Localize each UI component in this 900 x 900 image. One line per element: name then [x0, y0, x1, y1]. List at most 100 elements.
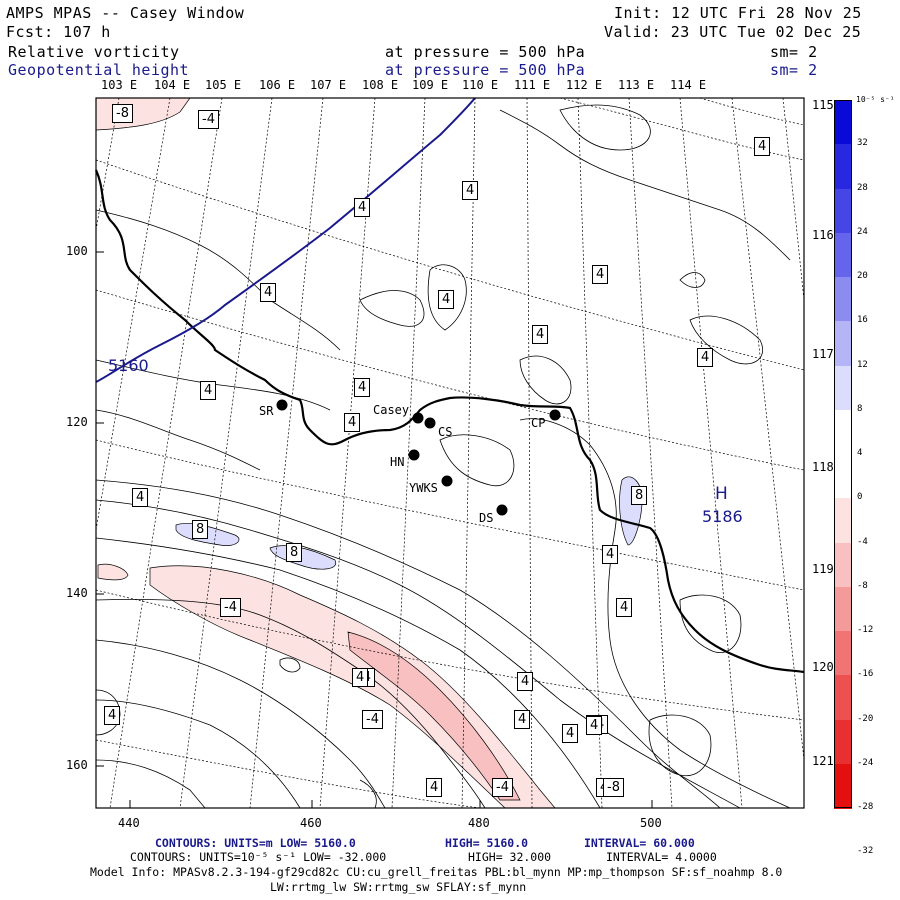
- colorbar-label: 8: [857, 403, 863, 414]
- contour-value-label: 4: [532, 325, 549, 344]
- footer-vort-high: HIGH= 32.000: [468, 850, 552, 864]
- colorbar-swatch: [834, 365, 852, 411]
- contour-value-label: 4: [514, 710, 531, 729]
- contour-value-label: 4: [616, 598, 633, 617]
- colorbar-label: -8: [857, 580, 868, 591]
- init-time: Init: 12 UTC Fri 28 Nov 25: [614, 4, 862, 22]
- colorbar-label: -16: [857, 669, 874, 680]
- contour-value-label: 4: [426, 778, 443, 797]
- longitude-label: 114 E: [670, 78, 707, 92]
- station-label-casey: Casey: [373, 403, 410, 417]
- contour-value-label: 4: [697, 348, 714, 367]
- colorbar-label: 0: [857, 492, 863, 503]
- colorbar-swatch: [834, 188, 852, 234]
- longitude-label: 106 E: [259, 78, 296, 92]
- field1-smoothing: sm= 2: [770, 43, 818, 61]
- contour-value-label: 4: [462, 181, 479, 200]
- contour-value-label: 4: [354, 198, 371, 217]
- contour-value-label: 8: [286, 543, 303, 562]
- contour-value-label: 4: [260, 283, 277, 302]
- station-markers: [276, 399, 561, 516]
- station-label-hn: HN: [390, 455, 405, 469]
- colorbar-swatch: [834, 321, 852, 366]
- y-tick-100: 100: [66, 244, 88, 258]
- longitude-label: 108 E: [362, 78, 399, 92]
- station-dot-casey: [412, 412, 424, 424]
- contour-value-label: 4: [344, 413, 361, 432]
- station-label-sr: SR: [259, 404, 274, 418]
- colorbar-label: 28: [857, 182, 868, 193]
- colorbar-frame: [834, 100, 852, 808]
- colorbar-swatch: [834, 719, 852, 765]
- colorbar-swatch: [834, 675, 852, 720]
- station-dot-sr: [276, 399, 288, 411]
- colorbar-label: 32: [857, 138, 868, 149]
- contour-value-label: 4: [200, 381, 217, 400]
- colorbar-swatch: [834, 542, 852, 588]
- colorbar-label: 16: [857, 315, 868, 326]
- footer-height-high: HIGH= 5160.0: [445, 836, 529, 850]
- field2-name: Geopotential height: [8, 61, 190, 79]
- colorbar-swatch: [834, 277, 852, 322]
- x-tick-440: 440: [118, 816, 140, 830]
- contour-value-label: 4: [517, 672, 534, 691]
- contour-value-label: 4: [354, 378, 371, 397]
- meridian-lines: [95, 97, 805, 809]
- colorbar-label: 20: [857, 271, 868, 281]
- colorbar-label: -4: [857, 536, 868, 547]
- contour-value-label: 4: [562, 724, 579, 743]
- contour-value-label: -4: [220, 598, 241, 617]
- forecast-hour: Fcst: 107 h: [6, 23, 111, 41]
- vorticity-contours: [95, 104, 791, 809]
- longitude-label: 107 E: [310, 78, 347, 92]
- contour-value-label: 8: [631, 486, 648, 505]
- axis-ticks: [96, 251, 653, 808]
- height-contour-label: 5160: [108, 356, 149, 375]
- y-tick-160: 160: [66, 758, 88, 772]
- contour-value-label: 4: [104, 706, 121, 725]
- station-dot-ds: [496, 504, 508, 516]
- contour-value-label: 4: [586, 716, 603, 735]
- contour-value-label: 4: [438, 290, 455, 309]
- footer-vort-interval: INTERVAL= 4.0000: [606, 850, 717, 864]
- contour-value-label: -8: [603, 778, 624, 797]
- height-contour-5160: [95, 97, 476, 383]
- contour-value-label: 4: [754, 137, 771, 156]
- longitude-label: 109 E: [412, 78, 449, 92]
- contour-value-label: 4: [592, 265, 609, 284]
- contour-value-label: -4: [492, 778, 513, 797]
- field1-name: Relative vorticity: [8, 43, 180, 61]
- colorbar-label: 4: [857, 448, 863, 458]
- x-tick-500: 500: [640, 816, 662, 830]
- colorbar-label: 12: [857, 359, 868, 370]
- contour-value-label: 4: [132, 488, 149, 507]
- colorbar-label: 24: [857, 226, 868, 237]
- y-tick-140: 140: [66, 586, 88, 600]
- footer-model-info-2: LW:rrtmg_lw SW:rrtmg_sw SFLAY:sf_mynn: [270, 880, 527, 894]
- x-tick-460: 460: [300, 816, 322, 830]
- station-dot-cs: [424, 417, 436, 429]
- station-label-ds: DS: [479, 511, 494, 525]
- station-dot-cp: [549, 409, 561, 421]
- parallel-lines: [95, 97, 805, 809]
- footer-model-info: Model Info: MPASv8.2.3-194-gf29cd82c CU:…: [90, 865, 783, 879]
- longitude-label: 103 E: [101, 78, 138, 92]
- contour-value-label: 4: [602, 545, 619, 564]
- colorbar-label: -32: [857, 846, 874, 857]
- colorbar-swatch: [834, 498, 852, 543]
- field1-pressure: at pressure = 500 hPa: [385, 43, 586, 61]
- footer-height-interval: INTERVAL= 60.000: [584, 836, 695, 850]
- station-label-cs: CS: [438, 425, 453, 439]
- station-label-cp: CP: [531, 416, 546, 430]
- plot-title: AMPS MPAS -- Casey Window: [6, 4, 245, 22]
- x-tick-480: 480: [468, 816, 490, 830]
- longitude-label: 105 E: [205, 78, 242, 92]
- colorbar-label: -24: [857, 757, 874, 768]
- colorbar-swatch: [834, 586, 852, 632]
- footer-vort-contours: CONTOURS: UNITS=10⁻⁵ s⁻¹ LOW= -32.000: [130, 850, 387, 864]
- colorbar-swatch: [834, 631, 852, 676]
- contour-value-label: -4: [362, 710, 383, 729]
- field2-smoothing: sm= 2: [770, 61, 818, 79]
- contour-value-label: -4: [198, 110, 219, 129]
- colorbar-label: -28: [857, 802, 874, 812]
